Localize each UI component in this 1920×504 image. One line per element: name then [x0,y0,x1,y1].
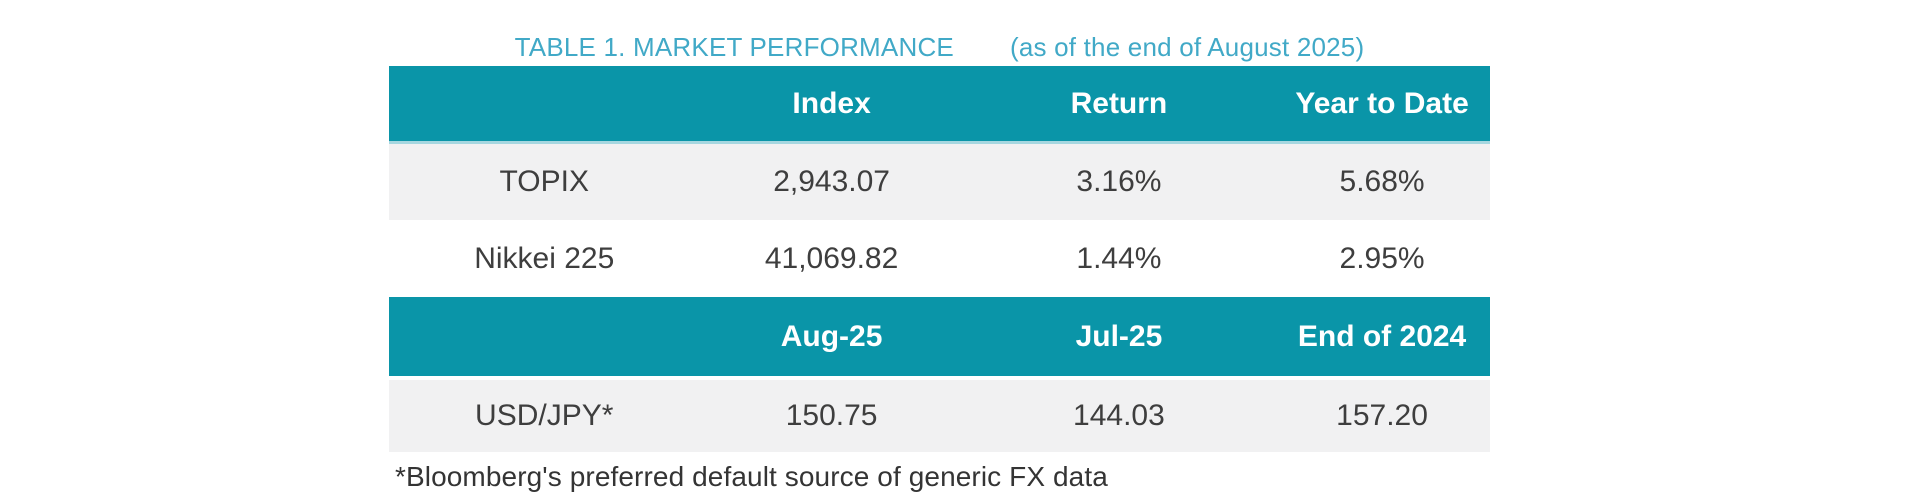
topix-return-value: 3.16% [1076,165,1162,198]
fx-table-header-row: Aug-25 Jul-25 End of 2024 [389,297,1490,376]
row-label-nikkei: Nikkei 225 [474,241,615,275]
nikkei-index-value: 41,069.82 [764,241,899,275]
nikkei-ytd-value: 2.95% [1339,241,1425,275]
fx-header-blank [389,297,699,376]
table-row-topix: TOPIX 2,943.07 3.16% 5.68% [389,144,1490,220]
fx-header-aug25: Aug-25 [780,319,883,353]
usdjpy-jul25-value: 144.03 [1073,399,1165,432]
usdjpy-end2024-value: 157.20 [1336,399,1428,432]
row-label-topix: TOPIX [499,165,589,198]
table-title-main: TABLE 1. MARKET PERFORMANCE [514,31,954,62]
market-header-blank [389,66,699,141]
usdjpy-aug25-value: 150.75 [785,399,878,432]
row-label-usdjpy: USD/JPY* [475,399,614,432]
topix-ytd-value: 5.68% [1339,165,1425,198]
table-row-usdjpy: USD/JPY* 150.75 144.03 157.20 [389,380,1490,452]
market-header-ytd: Year to Date [1295,86,1469,120]
table-row-nikkei: Nikkei 225 41,069.82 1.44% 2.95% [389,220,1490,297]
nikkei-return-value: 1.44% [1076,241,1162,275]
table-title: TABLE 1. MARKET PERFORMANCE (as of the e… [389,28,1490,66]
market-performance-section: TABLE 1. MARKET PERFORMANCE (as of the e… [389,0,1490,493]
table-title-date-note: (as of the end of August 2025) [1009,31,1365,62]
topix-index-value: 2,943.07 [773,165,890,198]
market-table-header-row: Index Return Year to Date [389,66,1490,144]
market-header-index: Index [792,86,871,120]
fx-source-footnote: *Bloomberg's preferred default source of… [395,461,1108,492]
fx-header-jul25: Jul-25 [1075,319,1163,353]
fx-header-end2024: End of 2024 [1297,319,1467,353]
market-header-return: Return [1070,86,1168,120]
